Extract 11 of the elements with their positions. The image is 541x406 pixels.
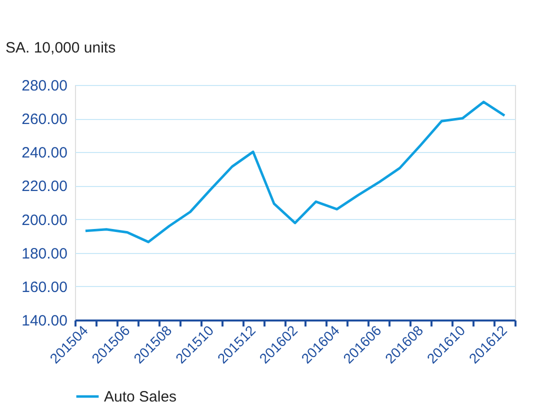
y-tick-label: 160.00: [22, 278, 68, 296]
y-tick-label: 240.00: [22, 144, 68, 162]
y-tick-label: 180.00: [22, 245, 68, 262]
y-tick-label: 140.00: [22, 312, 68, 330]
y-tick-label: 260.00: [22, 111, 68, 128]
y-tick-label: 220.00: [22, 178, 68, 196]
y-tick-label: 280.00: [22, 78, 68, 94]
y-axis-title: SA. 10,000 units: [6, 40, 116, 56]
legend-label: Auto Sales: [104, 388, 177, 406]
y-tick-label: 200.00: [22, 212, 68, 229]
line-series: [84, 100, 506, 244]
